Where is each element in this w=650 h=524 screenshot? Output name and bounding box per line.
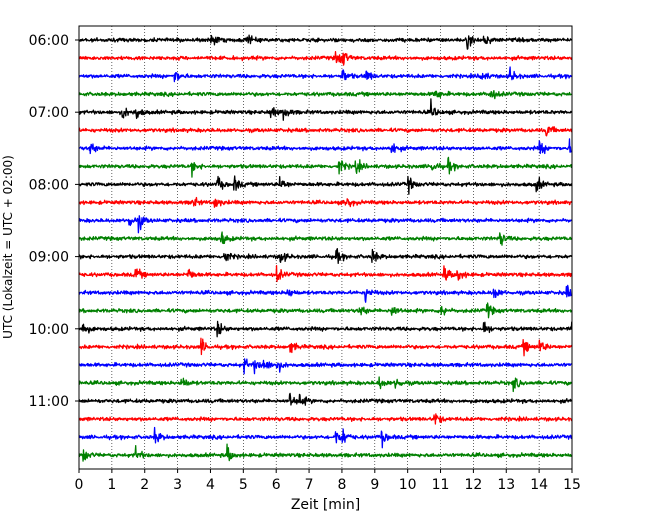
y-tick-label-0600: 06:00 (29, 33, 69, 49)
trace-1045 (78, 376, 573, 393)
x-tick-label-13: 13 (497, 477, 515, 493)
trace-0800 (78, 175, 572, 195)
trace-0745 (78, 156, 573, 178)
trace-0915 (78, 264, 573, 283)
x-tick-label-7: 7 (305, 477, 314, 493)
y-tick-label-1000: 10:00 (29, 322, 69, 338)
y-tick-label-0900: 09:00 (29, 250, 69, 266)
trace-0815 (78, 196, 573, 208)
trace-1030 (78, 358, 572, 375)
y-axis-label: UTC (Lokalzeit = UTC + 02:00) (1, 155, 15, 339)
trace-1100 (78, 392, 573, 406)
trace-1130 (78, 426, 573, 449)
x-tick-label-1: 1 (107, 477, 116, 493)
trace-0730 (78, 138, 572, 155)
y-tick-label-1100: 11:00 (29, 394, 69, 410)
trace-1015 (78, 337, 573, 357)
x-tick-label-15: 15 (563, 477, 581, 493)
x-tick-label-11: 11 (432, 477, 450, 493)
x-tick-label-5: 5 (239, 477, 248, 493)
x-ticks-layer: 0 1 2 3 4 5 6 7 8 9 10 11 12 13 14 15 (75, 469, 581, 493)
x-tick-label-3: 3 (173, 477, 182, 493)
x-tick-label-0: 0 (75, 477, 84, 493)
trace-1000 (78, 320, 573, 338)
trace-0645 (78, 89, 572, 100)
x-tick-label-4: 4 (206, 477, 215, 493)
trace-1115 (78, 413, 573, 425)
trace-0945 (78, 302, 572, 319)
plot-frame (78, 25, 573, 470)
traces-layer (78, 34, 573, 462)
trace-0600 (78, 34, 573, 50)
x-tick-label-2: 2 (140, 477, 149, 493)
trace-1145 (78, 443, 572, 462)
x-axis-label: Zeit [min] (291, 497, 360, 513)
trace-0930 (78, 284, 573, 303)
x-tick-label-8: 8 (337, 477, 346, 493)
x-tick-label-6: 6 (272, 477, 281, 493)
y-tick-label-0700: 07:00 (29, 105, 69, 121)
y-ticks-layer: 06:00 07:00 08:00 09:00 10:00 11:00 (29, 33, 79, 410)
x-tick-label-9: 9 (370, 477, 379, 493)
trace-0700 (78, 98, 573, 121)
x-tick-label-12: 12 (464, 477, 482, 493)
y-tick-label-0800: 08:00 (29, 177, 69, 193)
x-tick-label-10: 10 (399, 477, 417, 493)
x-tick-label-14: 14 (530, 477, 548, 493)
trace-0715 (78, 126, 573, 137)
trace-0830 (78, 215, 573, 234)
trace-0845 (78, 231, 572, 246)
trace-0630 (78, 66, 573, 83)
trace-0615 (78, 50, 573, 66)
trace-0900 (78, 247, 573, 264)
